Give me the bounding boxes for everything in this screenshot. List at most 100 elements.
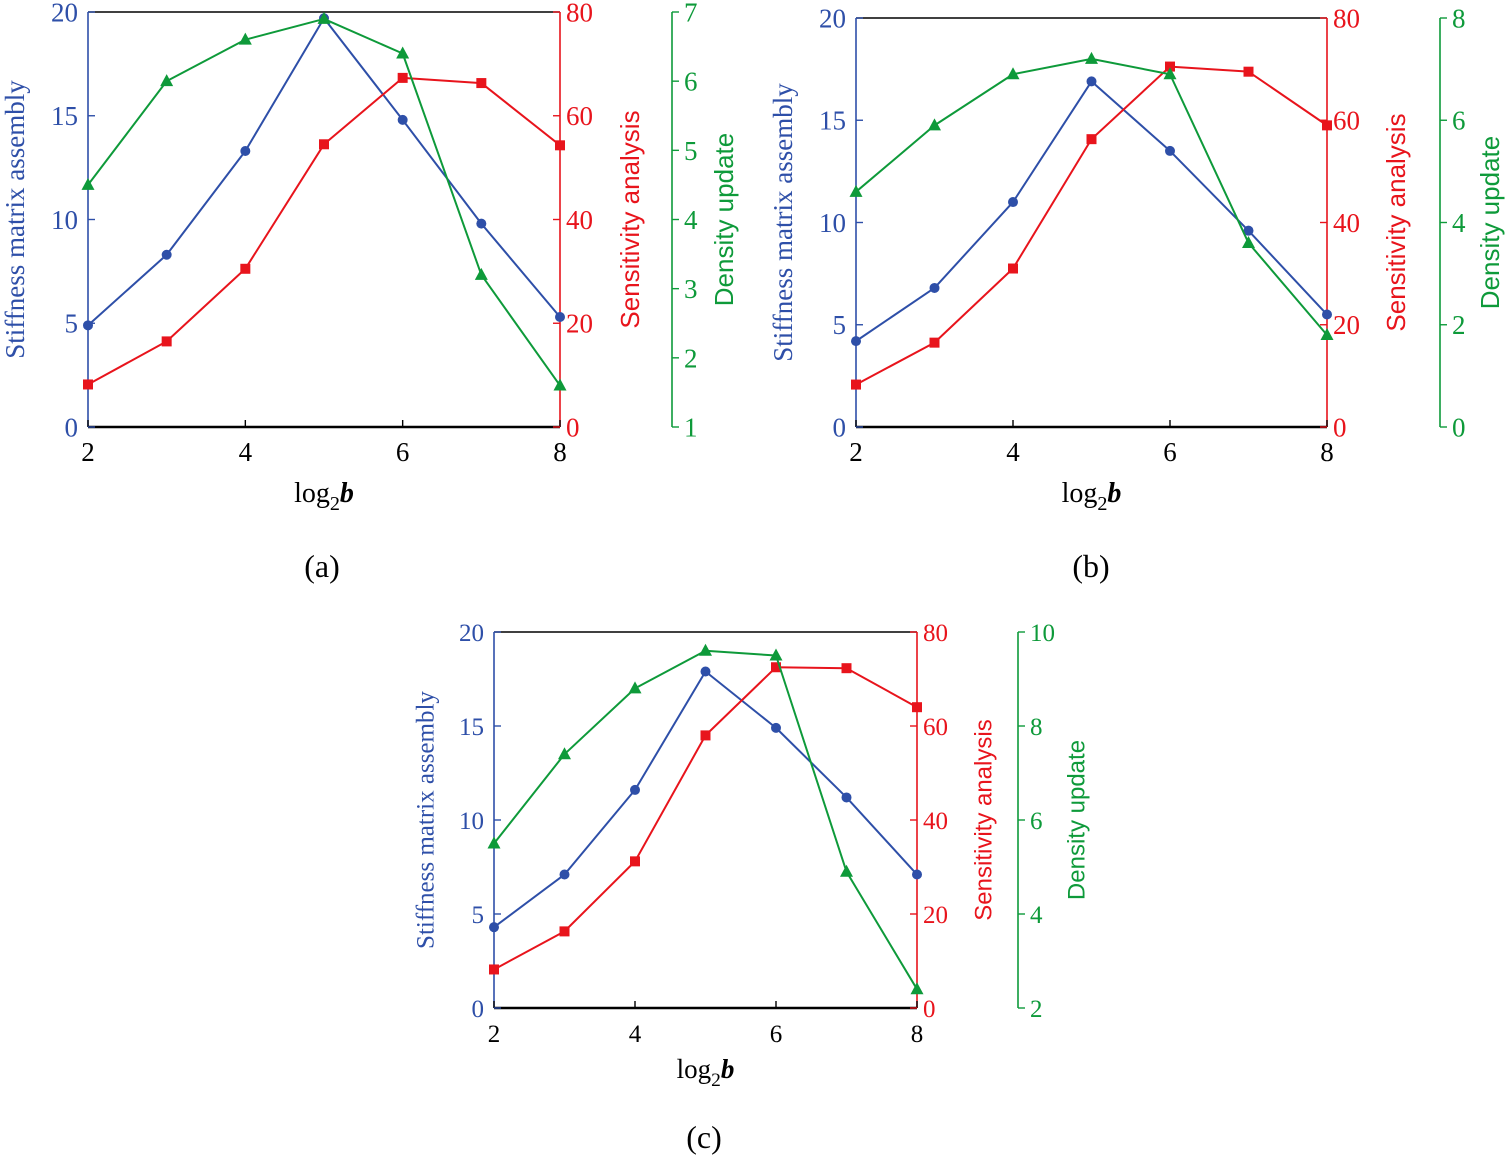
density-y-tick-label: 8 [1030,714,1043,741]
data-point-sensitivity-analysis [1165,61,1175,72]
chart-panel-c: 2 4 6 8log2b05101520020406080246810Stiffnes… [413,620,1091,1091]
data-point-sensitivity-analysis [912,702,922,713]
x-axis-label: log2b [677,1054,735,1091]
x-axis-label-subscript: 2 [1097,493,1107,515]
data-point-stiffness-matrix-assembly [630,784,640,795]
right-y-tick-label: 80 [923,620,948,647]
panel-label-b: (b) [1072,548,1109,584]
data-point-density-update [1006,67,1020,80]
data-point-stiffness-matrix-assembly [83,320,93,331]
x-tick-label: 6 [1163,437,1177,467]
data-point-stiffness-matrix-assembly [929,282,940,293]
series-line-density-update [493,649,918,990]
data-point-stiffness-matrix-assembly [1243,225,1254,236]
right-y-tick-label: 0 [923,996,936,1023]
data-point-sensitivity-analysis [1008,263,1018,274]
data-point-density-update [558,747,571,760]
density-y-tick-label: 6 [684,67,698,97]
data-point-density-update [160,74,174,87]
data-point-density-update [474,267,488,280]
right-y-tick-label: 40 [1333,208,1360,238]
density-y-tick-label: 2 [684,343,698,373]
left-y-tick-label: 10 [819,208,846,238]
density-y-axis-title: Density update [1475,136,1505,309]
chart-panel-b: 2 4 6 8log2b0510152002040608002468Stiffness… [768,3,1505,515]
data-point-density-update [928,118,941,131]
data-point-sensitivity-analysis [771,662,781,673]
right-y-axis-title: Sensitivity analysis [970,719,997,920]
density-y-tick-label: 0 [1452,412,1466,442]
x-tick-label: 4 [629,1021,642,1048]
data-point-density-update [81,177,95,190]
data-point-sensitivity-analysis [559,926,570,937]
data-point-stiffness-matrix-assembly [841,792,852,803]
data-point-sensitivity-analysis [161,336,172,347]
data-point-density-update [849,184,863,197]
x-axis-label-subscript: 2 [711,1070,721,1091]
series-line-sensitivity-analysis [855,65,1328,386]
right-y-axis-title: Sensitivity analysis [1381,113,1411,331]
left-y-tick-label: 20 [819,3,846,33]
data-point-density-update [699,643,712,656]
right-y-tick-label: 20 [1333,310,1360,340]
series-line-sensitivity-analysis [493,666,918,971]
data-point-sensitivity-analysis [555,140,565,151]
data-point-density-update [317,11,331,24]
data-point-sensitivity-analysis [1243,66,1254,77]
density-y-tick-label: 4 [1030,902,1043,929]
right-y-tick-label: 0 [566,412,580,442]
density-y-tick-label: 8 [1452,3,1466,33]
density-y-tick-label: 10 [1030,620,1055,647]
right-y-tick-label: 40 [923,808,948,835]
x-axis-label-variable: b [1107,478,1121,509]
data-point-stiffness-matrix-assembly [555,312,565,323]
data-point-stiffness-matrix-assembly [240,146,251,157]
density-y-tick-label: 2 [1030,996,1043,1023]
data-point-sensitivity-analysis [240,263,251,274]
data-point-stiffness-matrix-assembly [476,218,487,229]
data-point-sensitivity-analysis [476,78,487,89]
data-point-stiffness-matrix-assembly [1165,145,1175,156]
series-line-density-update [87,17,561,387]
left-y-axis-title: Stiffness matrix assembly [768,83,798,362]
left-y-tick-label: 0 [472,996,485,1023]
data-point-stiffness-matrix-assembly [489,922,499,933]
density-y-tick-label: 3 [684,274,698,304]
x-tick-label: 8 [1320,437,1334,467]
x-axis-label-variable: b [721,1054,735,1084]
data-point-sensitivity-analysis [1322,120,1332,131]
x-tick-label: 6 [770,1021,783,1048]
data-point-density-update [910,982,924,995]
data-point-density-update [396,46,410,59]
left-y-tick-label: 10 [459,808,484,835]
data-point-density-update [840,864,853,877]
data-point-sensitivity-analysis [851,379,861,390]
x-axis-label: log2b [294,478,354,515]
x-axis-label-main: log [677,1054,712,1084]
data-point-sensitivity-analysis [630,856,640,867]
right-y-tick-label: 0 [1333,412,1347,442]
data-point-stiffness-matrix-assembly [700,666,711,677]
left-y-tick-label: 5 [833,310,847,340]
density-y-tick-label: 5 [684,136,698,166]
data-point-stiffness-matrix-assembly [771,722,781,733]
left-y-axis-title: Stiffness matrix assembly [413,691,440,949]
density-y-tick-label: 4 [684,205,698,235]
data-point-sensitivity-analysis [397,72,408,83]
right-y-tick-label: 60 [1333,106,1360,136]
left-y-axis-title: Stiffness matrix assembly [0,80,30,359]
density-y-axis-title: Density update [709,133,739,306]
data-point-stiffness-matrix-assembly [559,869,570,880]
left-y-tick-label: 10 [51,205,78,235]
data-point-stiffness-matrix-assembly [397,114,408,125]
data-point-sensitivity-analysis [489,964,499,975]
data-point-stiffness-matrix-assembly [912,869,922,880]
data-point-density-update [769,648,783,661]
data-point-stiffness-matrix-assembly [851,336,861,347]
left-y-tick-label: 15 [51,101,78,131]
right-y-tick-label: 60 [923,714,948,741]
x-tick-label: 8 [911,1021,924,1048]
chart-panel-a: 2 4 6 8log2b051015200204060801234567Stiffne… [0,0,739,515]
density-y-tick-label: 1 [684,412,698,442]
